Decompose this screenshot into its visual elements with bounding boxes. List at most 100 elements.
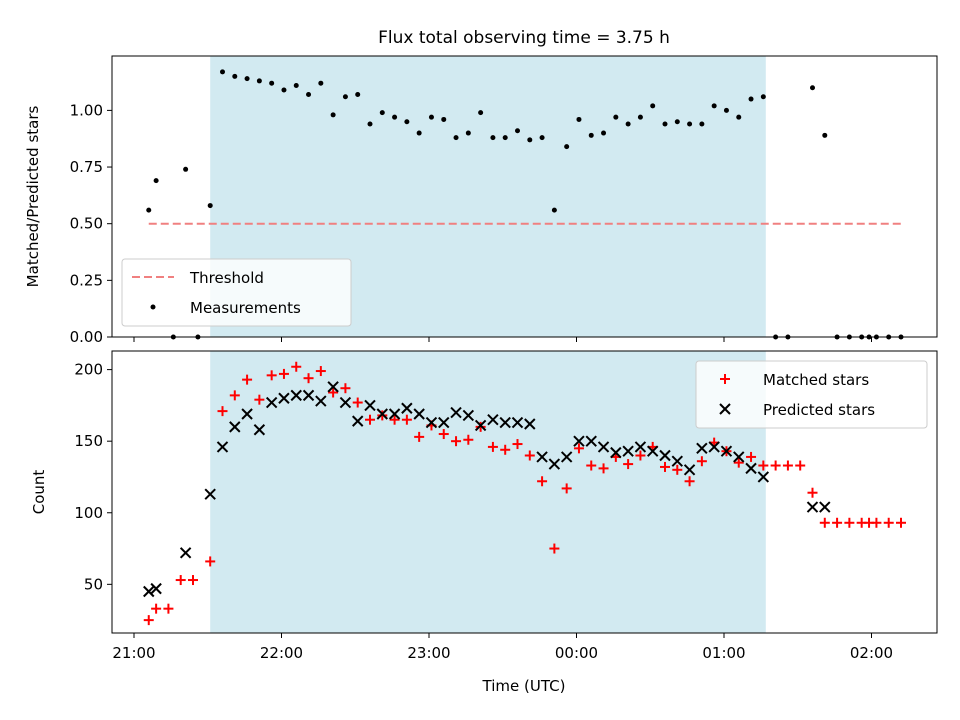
predicted-star-point [339,396,352,409]
predicted-star-point [733,451,745,463]
predicted-star-point [683,464,696,476]
predicted-star-point [585,435,597,447]
predicted-star-point [622,445,634,457]
measurement-point [153,178,159,184]
matched-star-point [623,459,634,470]
predicted-star-point [745,462,757,475]
measurement-point [723,107,729,113]
legend-matched-plus [720,374,730,384]
y-tick-label: 0.00 [70,328,103,346]
count-legend-frame [695,360,928,429]
matched-star-point [205,556,216,567]
measurement-point [207,203,213,209]
predicted-star-point [597,441,610,453]
measurement-points [146,69,904,340]
predicted-star-point [413,408,425,420]
y-tick-label: 200 [74,361,103,379]
predicted-star-point [720,445,733,457]
count-y-axis: 50 100 150 200 [74,361,112,593]
legend-matched-label: Matched stars [763,371,869,389]
matched-star-point [832,517,843,528]
measurement-point [810,85,815,91]
measurement-point [613,114,619,120]
matched-star-point [463,434,474,445]
matched-star-point [414,431,425,442]
predicted-star-point [302,389,315,402]
predicted-star-point [290,389,302,402]
predicted-star-point [671,455,683,467]
measurement-point [687,121,693,127]
predicted-star-point [462,409,475,422]
measurement-point [662,121,668,127]
matched-star-point [242,374,253,385]
matched-star-point [217,406,228,417]
measurement-point [428,114,434,120]
measurement-point [601,130,607,136]
matched-star-point [303,373,314,384]
predicted-star-point [499,416,511,429]
matched-star-point [254,394,265,405]
x-tick-label: 21:00 [112,644,155,662]
measurement-point [416,130,422,136]
measurement-point [576,116,582,122]
measurement-point [748,96,754,102]
matched-star-point [573,443,584,454]
matched-star-point [896,517,906,528]
matched-star-point [844,517,855,528]
predicted-star-point [143,585,155,598]
measurement-point [330,112,336,118]
predicted-star-point [806,501,819,513]
matched-star-point [340,383,351,394]
predicted-star-point [327,381,339,393]
predicted-star-point [573,435,585,447]
matched-star-point [696,456,707,467]
predicted-star-point [278,392,290,404]
matched-star-point [549,543,560,554]
measurement-point [527,137,533,143]
x-tick-label: 22:00 [260,644,303,662]
measurement-point [256,78,262,84]
predicted-star-point [757,471,770,483]
matched-star-point [278,368,289,379]
measurement-point [379,110,385,116]
matched-star-point [782,460,793,471]
measurement-point [478,110,484,116]
matched-star-point [635,450,646,461]
observing-window-shade-bottom [210,351,766,633]
matched-star-point [512,439,523,450]
matched-star-point [143,615,154,626]
ratio-x-ticks [133,337,872,342]
ratio-y-axis: 0.00 0.25 0.50 0.75 1.00 [70,101,112,346]
predicted-star-point [241,408,253,420]
predicted-star-point [265,396,278,409]
ratio-panel: 0.00 0.25 0.50 0.75 1.00 Matched/Predicted s… [24,55,938,346]
measurement-point [515,128,520,134]
matched-star-point [266,370,277,381]
matched-star-point [175,575,186,586]
predicted-star-point [511,416,524,429]
measurement-point [146,207,152,213]
y-tick-label: 150 [74,432,103,450]
ratio-legend-frame [121,258,352,327]
predicted-star-point [487,414,499,426]
predicted-star-point [659,449,671,462]
x-tick-label: 01:00 [702,644,745,662]
measurement-point [232,73,238,79]
measurement-point [404,119,410,125]
measurement-point [551,207,557,213]
ratio-y-axis-label: Matched/Predicted stars [24,106,42,288]
y-tick-label: 0.25 [70,271,103,289]
legend-predicted-label: Predicted stars [763,401,875,419]
predicted-star-point [450,406,462,419]
matched-star-point [328,387,339,398]
predicted-star-point [610,446,622,459]
time-x-axis: 21:00 22:00 23:00 00:00 01:00 02:00 [112,633,893,662]
predicted-star-point [179,547,192,559]
matched-star-point [365,414,375,425]
measurement-point [490,135,496,141]
measurement-point [355,92,361,98]
matched-star-point [389,414,400,425]
matched-star-point [871,517,882,528]
matched-star-point [770,460,781,471]
